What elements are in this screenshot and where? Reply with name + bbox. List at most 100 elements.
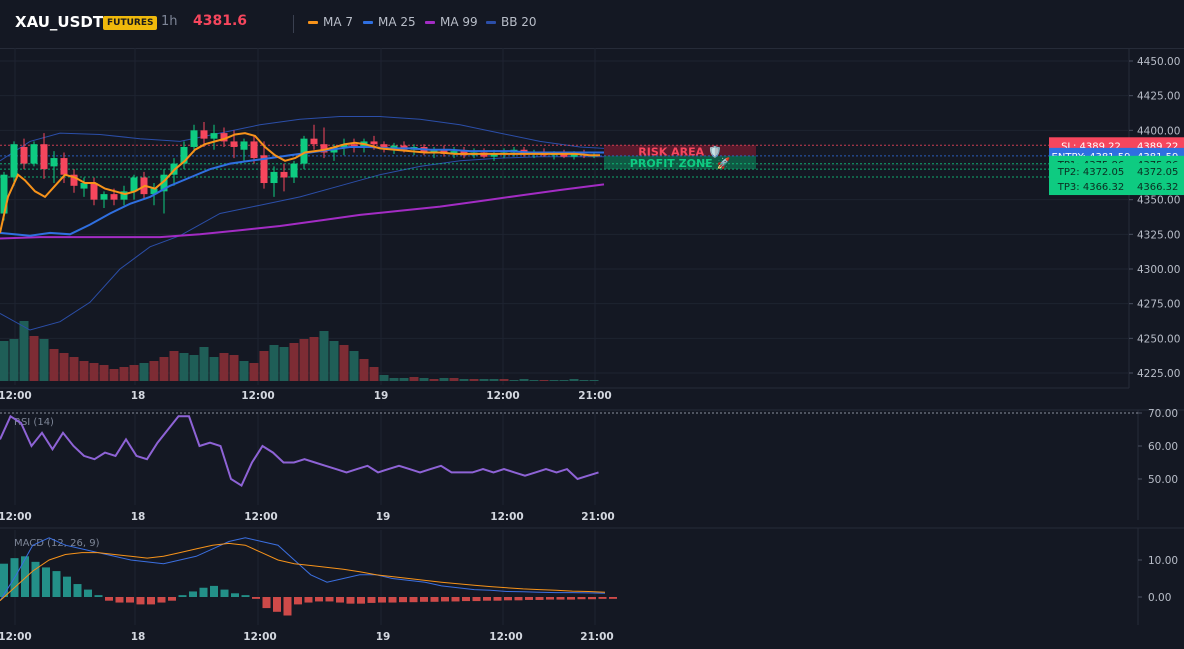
volume-bar-8 <box>79 361 89 381</box>
timeframe-label[interactable]: 1h <box>161 14 178 29</box>
macd-hist-bar-38 <box>399 597 407 603</box>
volume-bar-40 <box>399 378 409 381</box>
volume-bar-36 <box>359 359 369 381</box>
volume-bar-52 <box>519 379 529 381</box>
volume-bar-5 <box>49 349 59 381</box>
legend-bb20[interactable]: BB 20 <box>486 15 537 29</box>
candle-body-18 <box>180 146 188 164</box>
volume-bar-49 <box>489 379 499 381</box>
volume-bar-23 <box>229 355 239 381</box>
level-tag-bg-3 <box>1049 163 1184 181</box>
volume-bar-59 <box>589 380 599 381</box>
macd-hist-bar-47 <box>493 597 502 601</box>
macd-hist-bar-50 <box>525 597 533 600</box>
ma7-line <box>0 132 600 234</box>
macd-hist-bar-12 <box>126 597 134 603</box>
rsi-tick-label-1: 60.00 <box>1148 441 1178 453</box>
volume-bar-57 <box>569 379 579 381</box>
candle-body-3 <box>30 144 38 164</box>
volume-bar-11 <box>109 369 119 381</box>
volume-bar-42 <box>419 378 429 381</box>
volume-bar-27 <box>269 345 279 381</box>
macd-time-label-4: 12:00 <box>489 631 522 643</box>
candle-body-21 <box>210 133 218 139</box>
volume-bar-3 <box>29 336 39 381</box>
risk-zone-label: RISK AREA 🛡️ <box>638 145 721 158</box>
candle-body-57 <box>570 153 578 157</box>
macd-hist-bar-3 <box>31 561 40 597</box>
level-tag-bg-4 <box>1049 178 1184 196</box>
volume-bar-35 <box>349 351 359 381</box>
symbol-title[interactable]: XAU_USDT <box>15 13 104 31</box>
volume-bar-22 <box>219 353 229 381</box>
volume-bar-12 <box>119 367 129 381</box>
macd-hist-bar-6 <box>63 576 71 597</box>
macd-hist-bar-29 <box>304 597 313 603</box>
futures-badge: FUTURES <box>103 16 158 30</box>
legend-ma7[interactable]: MA 7 <box>308 15 353 29</box>
macd-hist-bar-23 <box>241 595 250 597</box>
rsi-time-label-5: 21:00 <box>581 511 614 523</box>
ma99-line <box>0 183 605 240</box>
candle-body-5 <box>50 158 58 167</box>
macd-hist-bar-31 <box>325 597 334 602</box>
macd-hist-bar-40 <box>420 597 428 602</box>
candle-body-49 <box>490 153 498 157</box>
signal-line <box>0 542 606 602</box>
macd-hist-bar-49 <box>514 597 523 601</box>
rsi-title: RSI (14) <box>14 417 54 428</box>
risk-zone <box>604 145 756 156</box>
candle-body-26 <box>260 155 268 184</box>
volume-bar-17 <box>169 351 179 381</box>
candle-body-1 <box>10 144 18 178</box>
legend-label-bb20: BB 20 <box>501 15 537 29</box>
level-tag-label-3: TP2: 4372.05 <box>1057 167 1124 178</box>
volume-bar-14 <box>139 363 149 381</box>
macd-hist-bar-43 <box>451 597 460 602</box>
price-tick-label-8: 4250.00 <box>1137 333 1180 345</box>
level-tag-label-0: SL: 4389.22 <box>1061 141 1121 152</box>
macd-hist-bar-4 <box>42 567 50 597</box>
price-tick-label-4: 4350.00 <box>1137 195 1180 207</box>
volume-bar-30 <box>299 339 309 381</box>
macd-time-label-0: 12:00 <box>0 631 32 643</box>
macd-tick-label-1: 0.00 <box>1148 592 1171 604</box>
legend-swatch-ma25 <box>363 21 373 24</box>
legend-ma99[interactable]: MA 99 <box>425 15 478 29</box>
volume-bar-55 <box>549 380 559 381</box>
level-tag-label-4: TP3: 4366.32 <box>1057 182 1124 193</box>
macd-hist-bar-10 <box>105 597 113 601</box>
macd-hist-bar-25 <box>262 597 271 609</box>
legend-ma25[interactable]: MA 25 <box>363 15 416 29</box>
volume-bar-9 <box>89 363 99 381</box>
volume-bar-16 <box>159 357 169 381</box>
volume-bar-26 <box>259 351 269 381</box>
macd-hist-bar-24 <box>252 597 260 599</box>
price-time-label-0: 12:00 <box>0 390 32 402</box>
macd-hist-bar-14 <box>147 597 155 605</box>
macd-time-label-1: 18 <box>131 631 146 643</box>
macd-hist-bar-0 <box>0 563 8 597</box>
candle-body-39 <box>390 145 398 149</box>
candle-body-10 <box>100 194 108 200</box>
volume-bar-44 <box>439 378 449 381</box>
candle-body-28 <box>280 171 288 178</box>
volume-bar-20 <box>199 347 209 381</box>
volume-bar-4 <box>39 339 49 381</box>
candle-body-6 <box>60 158 68 175</box>
legend-swatch-bb20 <box>486 21 496 24</box>
candle-body-38 <box>380 144 388 149</box>
volume-bar-1 <box>9 339 19 381</box>
macd-hist-bar-8 <box>84 589 92 597</box>
candle-body-44 <box>440 149 448 154</box>
volume-bar-28 <box>279 347 289 381</box>
macd-hist-bar-16 <box>168 597 176 601</box>
rsi-time-label-2: 12:00 <box>244 511 277 523</box>
macd-hist-bar-53 <box>556 597 565 600</box>
candle-body-19 <box>190 130 198 147</box>
candle-body-25 <box>250 141 258 159</box>
macd-hist-bar-9 <box>94 595 103 597</box>
volume-bar-46 <box>459 379 469 381</box>
candle-body-31 <box>310 138 318 145</box>
